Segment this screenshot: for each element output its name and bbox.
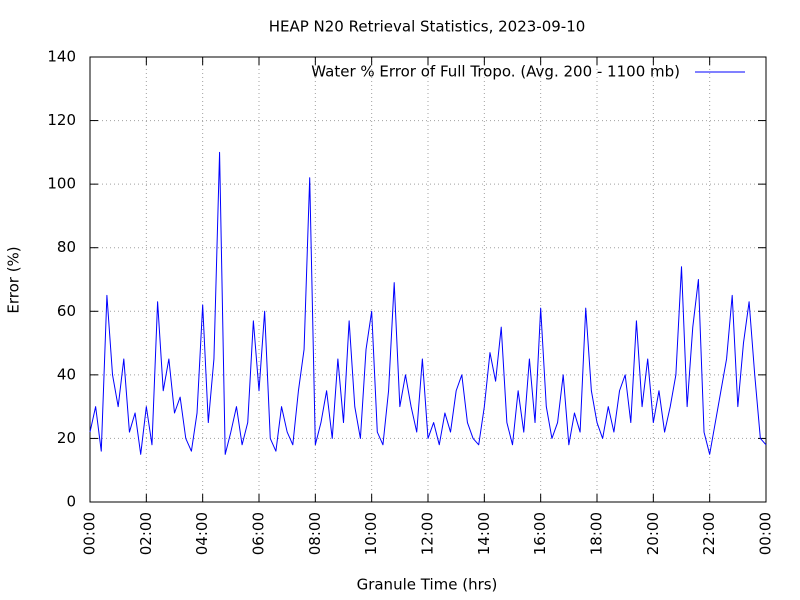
y-tick-label: 100: [47, 175, 76, 193]
data-line: [89, 151, 767, 455]
y-tick-label: 20: [57, 429, 76, 447]
x-tick-label: 00:00: [757, 512, 775, 555]
x-tick-label: 22:00: [700, 512, 718, 555]
y-tick-label: 80: [57, 238, 76, 256]
y-axis-label: Error (%): [5, 246, 23, 313]
x-axis-label: Granule Time (hrs): [357, 576, 498, 594]
y-tick-label: 140: [47, 48, 76, 66]
x-tick-label: 12:00: [419, 512, 437, 555]
x-tick-label: 20:00: [644, 512, 662, 555]
x-tick-label: 06:00: [250, 512, 268, 555]
x-tick-label: 04:00: [193, 512, 211, 555]
y-tick-label: 120: [47, 111, 76, 129]
y-tick-label: 0: [66, 493, 76, 511]
y-tick-label: 60: [57, 302, 76, 320]
x-tick-label: 02:00: [137, 512, 155, 555]
chart-title: HEAP N20 Retrieval Statistics, 2023-09-1…: [269, 18, 586, 36]
x-tick-label: 10:00: [362, 512, 380, 555]
x-tick-label: 14:00: [475, 512, 493, 555]
legend-label: Water % Error of Full Tropo. (Avg. 200 -…: [311, 63, 680, 81]
x-tick-label: 18:00: [588, 512, 606, 555]
plot-frame: [89, 56, 767, 503]
x-tick-label: 16:00: [531, 512, 549, 555]
y-tick-label: 40: [57, 365, 76, 383]
x-tick-label: 00:00: [81, 512, 99, 555]
x-tick-label: 08:00: [306, 512, 324, 555]
